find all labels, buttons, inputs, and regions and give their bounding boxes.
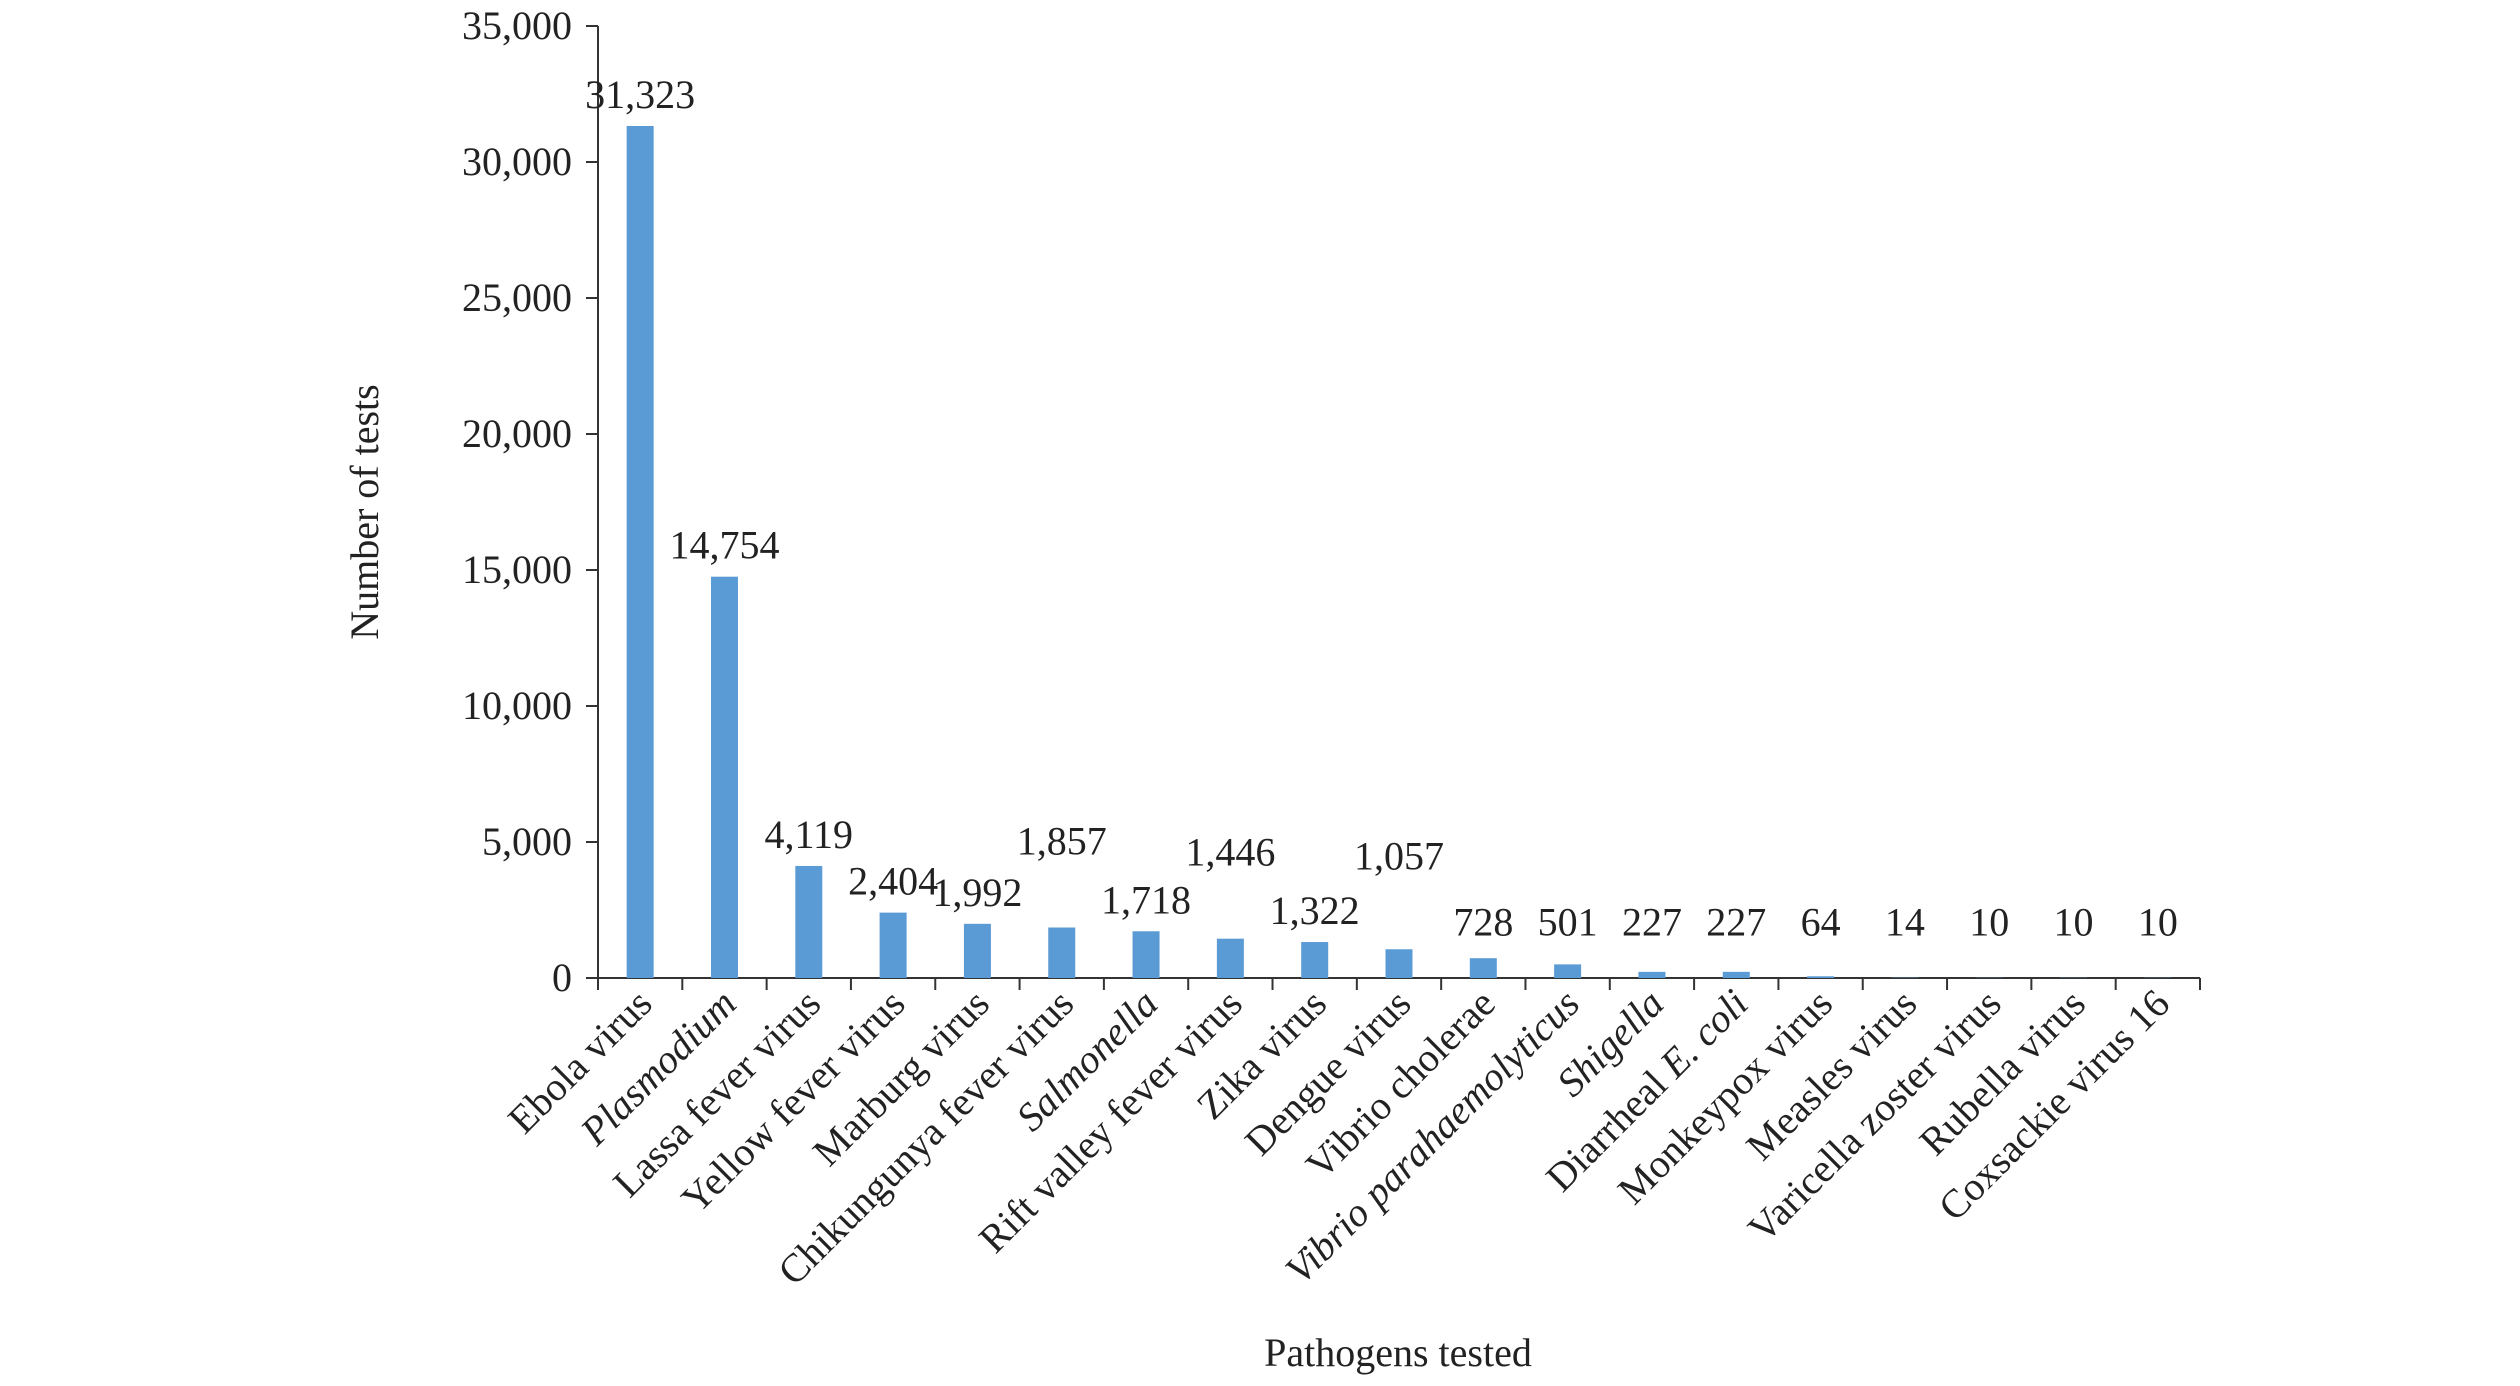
y-tick-label: 5,000 (482, 819, 572, 864)
bar-value-label: 4,119 (765, 812, 854, 857)
bar-value-label: 31,323 (585, 72, 695, 117)
bar (626, 126, 654, 978)
bar (1469, 958, 1497, 978)
y-tick-label: 30,000 (462, 139, 572, 184)
y-axis-title: Number of tests (342, 384, 387, 640)
bar-value-label: 227 (1706, 900, 1766, 945)
bar-value-label: 14,754 (669, 523, 779, 568)
bar-value-label: 64 (1801, 900, 1841, 945)
y-tick-label: 20,000 (462, 411, 572, 456)
bar (1048, 927, 1076, 978)
bar (1554, 964, 1582, 978)
bar-value-label: 501 (1538, 900, 1598, 945)
x-axis (597, 977, 2201, 990)
y-axis: 0 5,000 10,000 15,000 20,000 25,000 30,000 35,0… (462, 3, 599, 1000)
bar-value-label: 1,718 (1101, 877, 1191, 922)
bar (710, 576, 738, 978)
bar-value-label: 10 (2054, 900, 2094, 945)
bar-value-label: 1,446 (1185, 830, 1275, 875)
bar-value-label: 1,057 (1354, 834, 1444, 879)
y-tick-label: 35,000 (462, 3, 572, 48)
bar (1216, 938, 1244, 978)
bar-value-label: 1,322 (1270, 888, 1360, 933)
bar-value-label: 728 (1453, 900, 1513, 945)
bar (1132, 931, 1160, 978)
bar (1638, 971, 1666, 978)
bars (626, 126, 2172, 978)
bar-value-label: 1,857 (1017, 818, 1107, 863)
bar (963, 923, 991, 978)
bar-value-label: 14 (1885, 900, 1925, 945)
y-tick-label: 25,000 (462, 275, 572, 320)
bar-value-label: 1,992 (932, 870, 1022, 915)
bar (1301, 942, 1329, 978)
bar-value-label: 10 (1969, 900, 2009, 945)
bar (795, 865, 823, 978)
bar (1385, 949, 1413, 978)
y-tick-label: 10,000 (462, 683, 572, 728)
bar-value-label: 2,404 (848, 859, 938, 904)
y-tick-label: 15,000 (462, 547, 572, 592)
bar (879, 912, 907, 978)
x-axis-title: Pathogens tested (1264, 1330, 1532, 1375)
y-tick-label: 0 (552, 955, 572, 1000)
bar-value-label: 227 (1622, 900, 1682, 945)
bar (1807, 976, 1835, 978)
bar-value-label: 10 (2138, 900, 2178, 945)
bar (1722, 971, 1750, 978)
